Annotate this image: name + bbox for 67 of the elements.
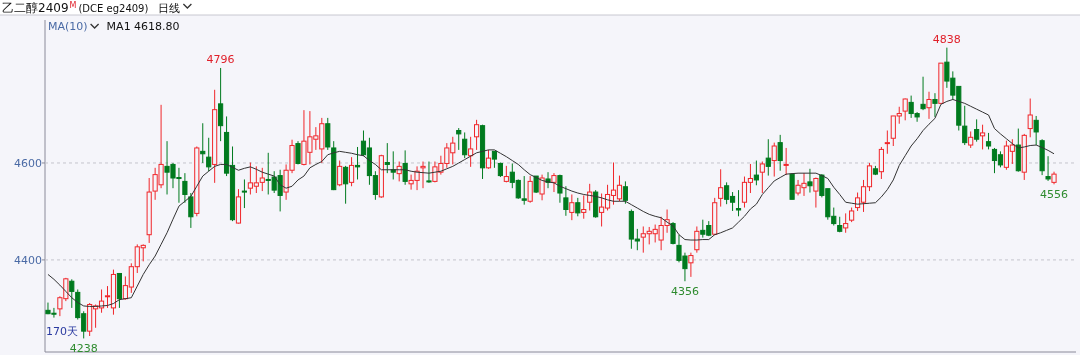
candlestick — [771, 142, 777, 178]
candlestick — [807, 168, 813, 194]
y-tick-label: 4600 — [14, 156, 42, 170]
candlestick — [575, 197, 581, 217]
candlestick — [420, 161, 426, 189]
candlestick — [426, 161, 432, 184]
candlestick — [241, 178, 248, 209]
candlestick — [69, 278, 75, 309]
annotation: 4838 — [932, 32, 961, 46]
candlestick — [456, 127, 462, 151]
candlestick — [1033, 115, 1039, 146]
annotation: 4796 — [206, 52, 235, 66]
candlestick — [718, 168, 724, 208]
annotation: 170天 — [46, 325, 78, 338]
candlestick — [753, 160, 759, 186]
candlestick — [468, 136, 474, 168]
candlestick — [587, 183, 593, 211]
candlestick — [1027, 98, 1033, 138]
candlestick — [813, 177, 819, 209]
candlestick — [777, 134, 783, 172]
candlestick — [932, 92, 938, 118]
candlestick — [218, 67, 224, 142]
annotation: 4556 — [1040, 188, 1069, 202]
candlestick — [182, 172, 188, 204]
candlestick — [569, 193, 575, 221]
candlestick — [920, 76, 926, 111]
candlestick — [462, 131, 468, 159]
candlestick — [902, 98, 908, 121]
candlestick — [735, 189, 742, 217]
candlestick — [884, 130, 890, 155]
candlestick — [343, 165, 349, 205]
candlestick — [694, 225, 700, 254]
candlestick — [551, 172, 557, 193]
candlestick — [1045, 155, 1051, 182]
candlestick — [581, 194, 587, 220]
chart-subtitle: (DCE eg2409) — [78, 3, 149, 14]
candlestick — [878, 146, 884, 180]
candlestick — [974, 118, 980, 143]
candlestick — [926, 91, 932, 120]
candlestick — [759, 161, 765, 194]
text: 日线 — [158, 2, 181, 15]
candlestick — [474, 119, 480, 151]
candlestick — [783, 147, 789, 176]
annotation: MA1 4618.80 — [106, 20, 180, 33]
annotation: MA(10) — [48, 20, 88, 33]
candlestick — [384, 142, 390, 174]
annotation: 4238 — [69, 342, 98, 355]
y-tick-label: 4400 — [14, 253, 42, 267]
candlestick — [563, 185, 569, 217]
text: M — [69, 1, 77, 10]
candlestick — [188, 192, 194, 229]
candlestick — [980, 124, 986, 150]
candlestick — [765, 138, 771, 177]
candlestick — [348, 156, 355, 187]
candlestick — [337, 160, 343, 187]
candlestick — [354, 146, 361, 180]
candlestick — [539, 174, 545, 201]
candlestick — [396, 161, 402, 182]
candlestick — [206, 137, 212, 172]
candlestick — [622, 180, 628, 205]
candlestick — [688, 252, 694, 278]
candlestick — [485, 149, 492, 170]
chart-title: 乙二醇2409 — [2, 1, 69, 15]
candlestick — [402, 149, 408, 186]
candlestick — [527, 175, 533, 204]
annotation: 4356 — [670, 285, 699, 299]
candlestick — [843, 212, 849, 234]
